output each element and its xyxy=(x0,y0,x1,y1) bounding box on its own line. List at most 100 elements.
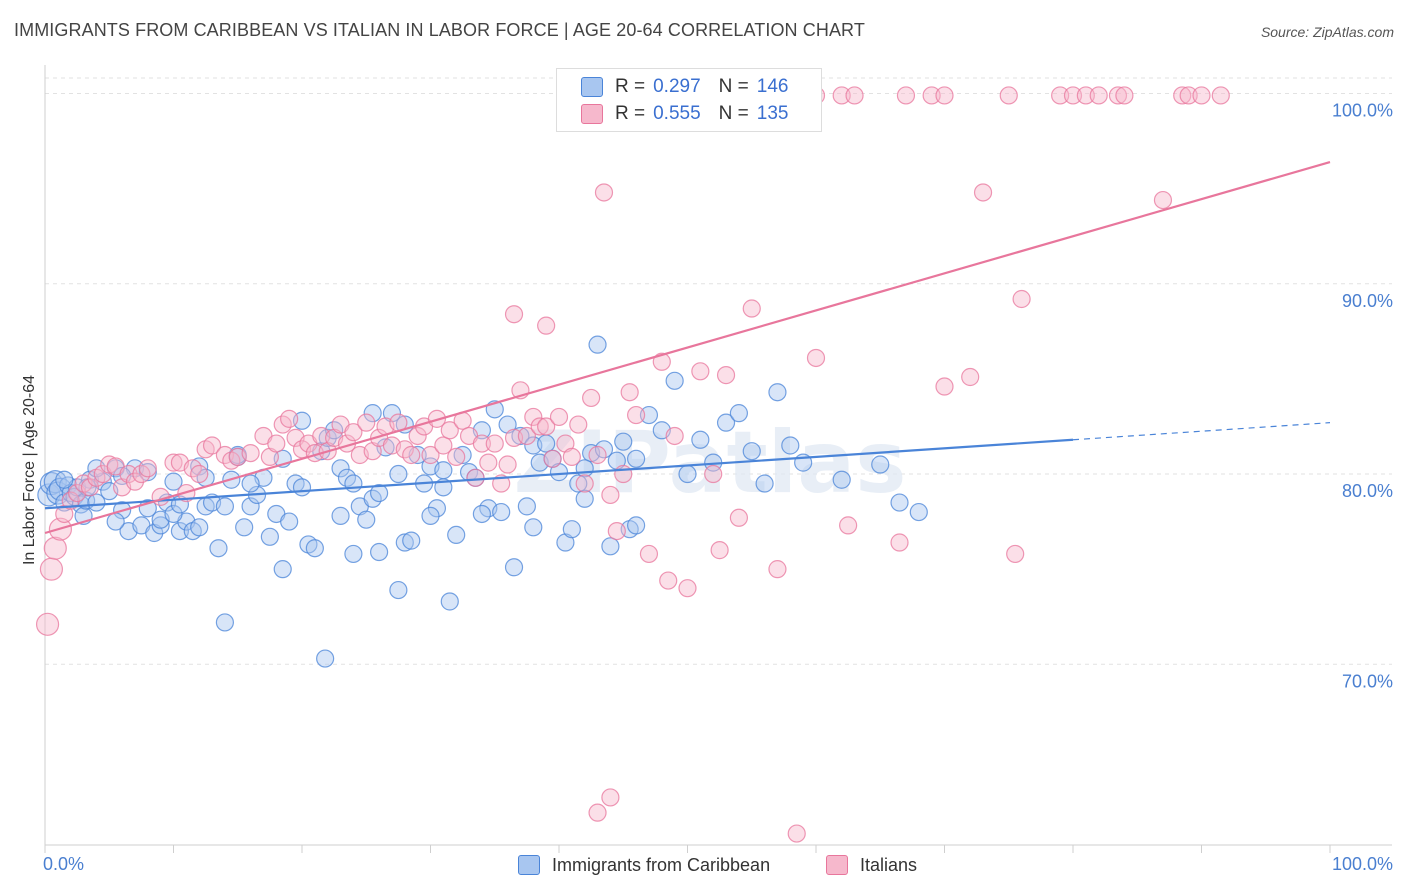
italian-point xyxy=(999,86,1018,105)
caribbean-point xyxy=(691,430,710,449)
caribbean-point xyxy=(389,464,408,484)
caribbean-trend-extension xyxy=(1072,422,1331,441)
italian-point xyxy=(839,516,858,535)
italian-point xyxy=(517,426,536,446)
caribbean-point xyxy=(402,531,421,550)
italian-point xyxy=(935,377,954,396)
italian-point xyxy=(652,352,671,371)
caribbean-point xyxy=(190,518,209,537)
legend-n-value: 146 xyxy=(756,76,789,97)
caribbean-point xyxy=(768,383,787,402)
caribbean-point xyxy=(164,472,183,491)
bottom-legend-italians: Italians xyxy=(826,852,917,878)
caribbean-point xyxy=(639,405,659,425)
caribbean-point xyxy=(151,516,170,535)
caribbean-point xyxy=(729,404,749,423)
italian-point xyxy=(1006,544,1025,564)
italian-point xyxy=(896,86,916,105)
caribbean-point xyxy=(781,436,800,455)
italian-point xyxy=(530,417,549,436)
italian-point xyxy=(485,434,504,453)
italian-point xyxy=(267,434,286,453)
italian-point xyxy=(729,508,749,527)
caribbean-point xyxy=(370,542,389,562)
caribbean-point xyxy=(832,470,851,489)
caribbean-point xyxy=(742,442,761,461)
italian-point xyxy=(806,348,826,368)
caribbean-point xyxy=(370,483,389,503)
italian-point xyxy=(402,445,421,465)
bottom-legend-label-italians: Italians xyxy=(860,854,918,875)
italian-point xyxy=(1012,289,1031,309)
italian-point xyxy=(582,388,601,408)
italian-point xyxy=(408,426,427,446)
caribbean-point xyxy=(389,580,408,600)
caribbean-point xyxy=(316,649,335,668)
caribbean-point xyxy=(87,493,106,512)
caribbean-point xyxy=(665,371,684,390)
y-tick-label: 70.0% xyxy=(1342,671,1393,691)
caribbean-point xyxy=(517,497,536,516)
italian-point xyxy=(1115,86,1134,105)
italian-point xyxy=(1179,86,1198,105)
caribbean-point xyxy=(241,497,260,516)
italian-point xyxy=(1076,86,1095,105)
source-label: Source: ZipAtlas.com xyxy=(1260,24,1394,40)
italian-point xyxy=(620,383,639,402)
caribbean-point xyxy=(575,489,594,508)
caribbean-point xyxy=(440,592,459,611)
italian-point xyxy=(280,409,299,428)
legend-swatch-italians xyxy=(581,104,603,124)
caribbean-trend-line xyxy=(44,438,1074,510)
caribbean-point xyxy=(363,404,382,423)
italian-point xyxy=(43,536,67,560)
caribbean-point xyxy=(453,445,472,465)
italian-point xyxy=(344,423,363,442)
italian-point xyxy=(704,464,723,484)
italian-point xyxy=(678,579,697,598)
italian-point xyxy=(440,421,459,440)
caribbean-point xyxy=(331,459,350,478)
italian-point xyxy=(601,788,620,807)
italian-point xyxy=(922,86,941,105)
italian-point xyxy=(241,443,260,463)
caribbean-point xyxy=(357,510,376,529)
caribbean-point xyxy=(755,474,774,493)
italian-point xyxy=(421,445,440,465)
legend-r-value: 0.555 xyxy=(653,103,701,124)
caribbean-point xyxy=(562,520,581,539)
legend-r-label: R = xyxy=(615,76,646,97)
italian-point xyxy=(1173,86,1192,105)
legend: R = 0.297 N = 146 R = 0.555 N = 135 xyxy=(556,68,822,132)
caribbean-point xyxy=(106,512,125,531)
italian-point xyxy=(472,434,491,453)
italian-point xyxy=(1192,86,1211,105)
italian-point xyxy=(549,407,569,427)
italian-point xyxy=(524,407,543,427)
x-tick-label: 100.0% xyxy=(1332,854,1393,874)
italian-point xyxy=(601,485,620,505)
italian-point xyxy=(119,464,138,484)
caribbean-point xyxy=(492,502,511,522)
italian-point xyxy=(537,316,556,335)
italian-point xyxy=(845,86,864,105)
caribbean-point xyxy=(331,506,350,525)
caribbean-point xyxy=(170,521,190,541)
legend-swatch-caribbean xyxy=(581,77,603,97)
caribbean-point xyxy=(524,518,543,537)
legend-n-value: 135 xyxy=(756,103,789,124)
caribbean-point xyxy=(292,478,312,497)
italian-point xyxy=(100,455,119,474)
italian-point xyxy=(479,453,498,472)
italian-point xyxy=(768,560,787,579)
caribbean-point xyxy=(909,502,928,522)
italian-point xyxy=(498,455,517,474)
italian-point xyxy=(138,459,157,478)
italian-point xyxy=(1108,86,1128,105)
italian-point xyxy=(35,612,60,636)
italian-point xyxy=(164,453,183,472)
caribbean-point xyxy=(318,428,337,447)
caribbean-point xyxy=(421,506,440,525)
legend-r-value: 0.297 xyxy=(653,76,701,97)
italian-point xyxy=(961,367,980,387)
